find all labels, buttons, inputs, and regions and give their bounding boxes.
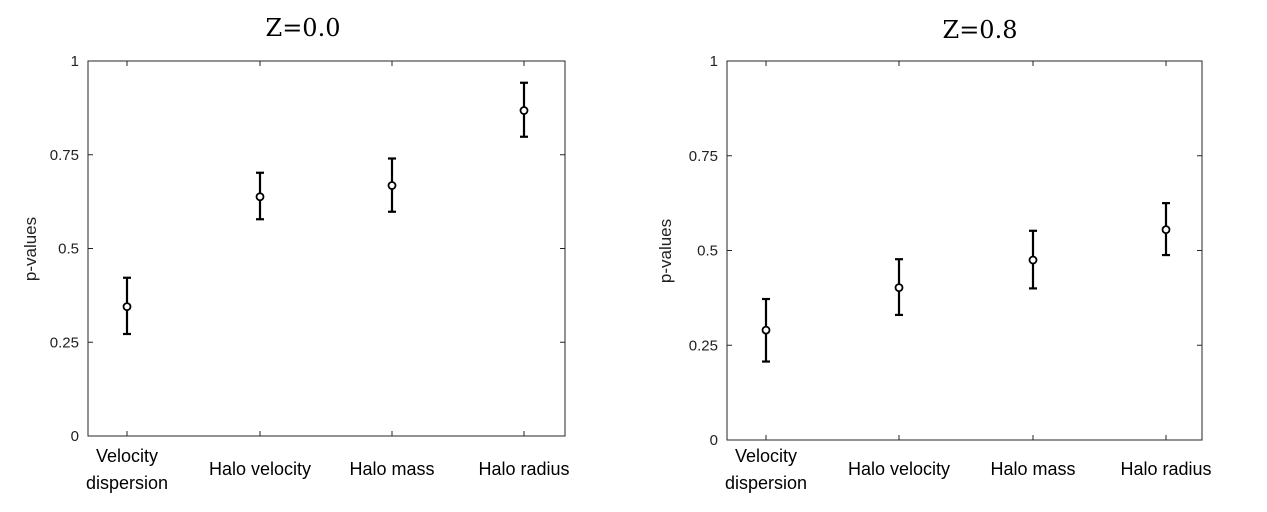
data-point [519,106,529,115]
category-label: dispersion [86,473,168,493]
data-point [1028,255,1038,265]
chart-panel-z00: Z=0.0 p-values 0 0.25 0.5 0.75 1 Velocity disp… [21,14,570,493]
y-tick-label: 0.75 [50,147,79,164]
axes-box [726,60,1203,441]
y-tick-label: 1 [710,53,718,70]
data-point [387,181,397,190]
y-tick-label: 0 [710,432,718,449]
y-tick-label: 0.75 [689,148,718,165]
category-label: Halo radius [478,459,569,479]
y-tick-label: 0.5 [697,243,718,260]
category-label: Halo velocity [848,459,950,479]
data-point [761,325,771,335]
category-label: dispersion [725,473,807,493]
axes-box [87,60,566,437]
data-point [1161,225,1171,235]
y-tick-label: 0 [71,428,79,445]
category-label: Halo mass [990,459,1075,479]
chart-panel-z08: Z=0.8 p-values 0 0.25 0.5 0.75 1 Velocity disp… [656,16,1212,493]
data-point [894,283,904,293]
y-tick-label: 1 [71,53,79,70]
category-label: Velocity [735,446,797,466]
category-label: Halo velocity [209,459,311,479]
category-label: Velocity [96,446,158,466]
category-label: Halo mass [349,459,434,479]
y-axis-label: p-values [656,219,675,283]
y-tick-label: 0.25 [689,337,718,354]
y-axis-label: p-values [21,217,40,281]
data-point [255,192,265,202]
y-tick-label: 0.25 [50,334,79,351]
y-tick-label: 0.5 [58,241,79,258]
chart-title: Z=0.8 [943,16,1018,44]
chart-title: Z=0.0 [266,14,341,42]
data-point [122,302,132,312]
category-label: Halo radius [1120,459,1211,479]
